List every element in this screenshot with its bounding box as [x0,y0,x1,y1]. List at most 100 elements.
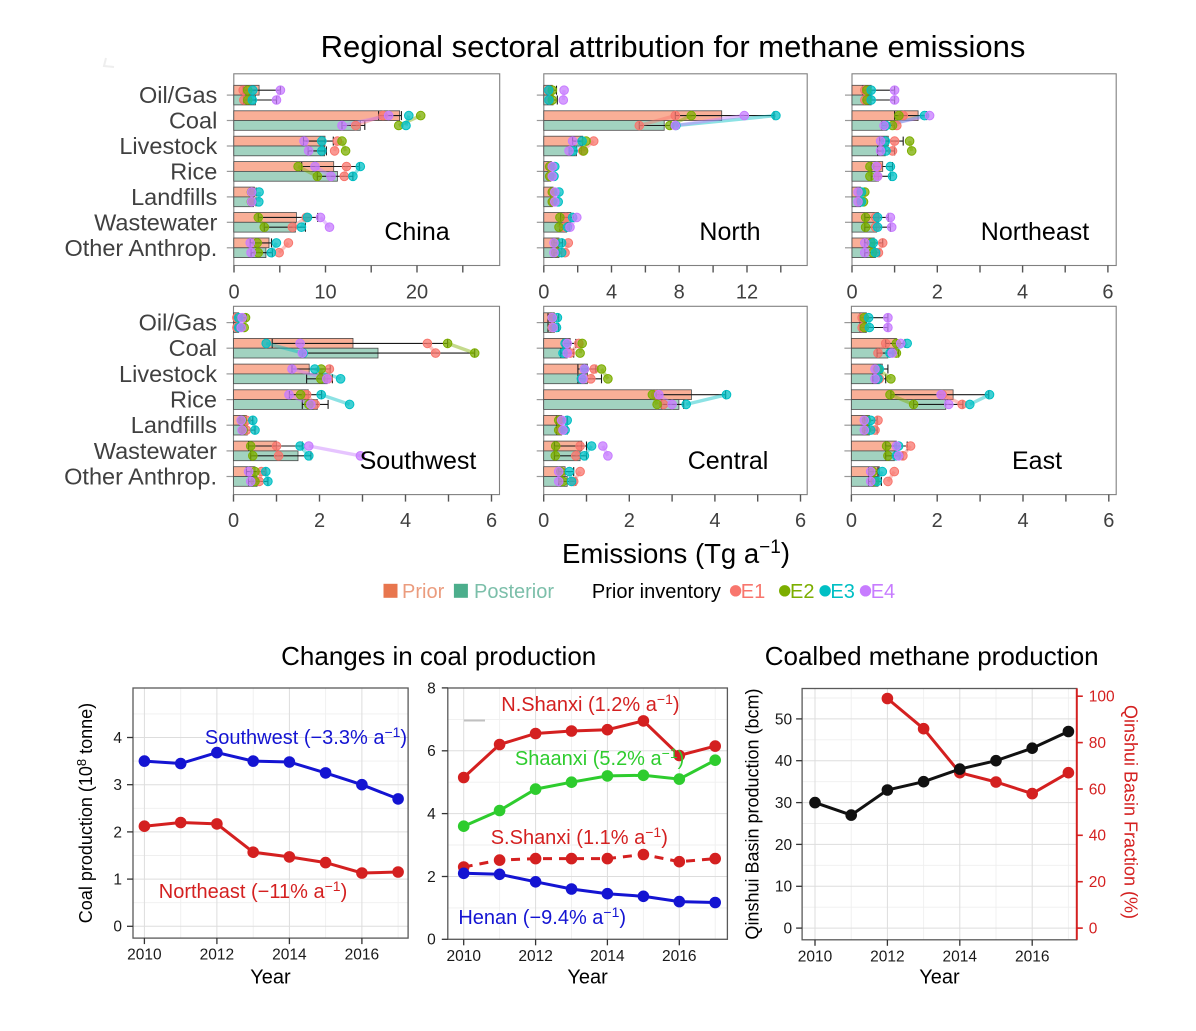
svg-text:20: 20 [1089,874,1107,891]
svg-text:Wastewater: Wastewater [94,438,217,464]
svg-text:30: 30 [775,795,793,812]
svg-text:2: 2 [932,282,943,304]
svg-text:E2: E2 [790,581,814,603]
svg-text:2014: 2014 [272,947,307,964]
svg-text:2014: 2014 [590,948,625,965]
svg-text:0: 0 [228,282,239,304]
svg-text:6: 6 [427,743,436,760]
svg-text:4: 4 [113,730,122,747]
svg-text:2: 2 [314,510,325,532]
svg-text:50: 50 [775,711,793,728]
svg-text:Coal: Coal [169,108,217,134]
svg-text:0: 0 [538,282,549,304]
svg-text:12: 12 [736,282,758,304]
svg-text:20: 20 [406,282,428,304]
svg-text:Coalbed methane production: Coalbed methane production [765,641,1099,671]
svg-text:4: 4 [1017,282,1028,304]
svg-text:60: 60 [1089,781,1107,798]
svg-text:Northeast: Northeast [981,218,1089,246]
svg-text:8: 8 [674,282,685,304]
svg-text:E4: E4 [871,581,895,603]
svg-text:2010: 2010 [127,947,162,964]
svg-text:Qinshui Basin Fraction (%): Qinshui Basin Fraction (%) [1121,705,1141,919]
svg-text:0: 0 [1089,921,1098,938]
svg-text:Livestock: Livestock [119,361,217,387]
svg-text:N.Shanxi (1.2% a−1): N.Shanxi (1.2% a−1) [501,691,679,716]
svg-text:2016: 2016 [345,947,379,964]
svg-text:8: 8 [427,680,436,697]
svg-text:2014: 2014 [943,948,978,965]
svg-text:1: 1 [113,872,122,889]
svg-text:2: 2 [427,869,436,886]
svg-text:China: China [384,218,449,246]
svg-text:4: 4 [709,510,720,532]
svg-text:0: 0 [538,510,549,532]
svg-text:10: 10 [775,879,793,896]
svg-text:40: 40 [1089,828,1107,845]
svg-text:Southwest (−3.3% a−1): Southwest (−3.3% a−1) [205,724,407,749]
svg-text:Changes in coal production: Changes in coal production [281,641,596,671]
svg-text:Posterior: Posterior [474,581,554,603]
svg-text:Emissions (Tg a−1): Emissions (Tg a−1) [562,537,790,569]
svg-text:4: 4 [1017,510,1028,532]
svg-text:20: 20 [775,837,793,854]
svg-text:2012: 2012 [870,948,904,965]
svg-text:East: East [1012,447,1062,475]
svg-text:Year: Year [567,967,608,989]
svg-text:6: 6 [1103,510,1114,532]
svg-text:Regional sectoral attribution: Regional sectoral attribution for methan… [321,29,1026,64]
svg-text:Year: Year [919,967,960,989]
svg-text:2: 2 [113,824,122,841]
svg-text:E3: E3 [830,581,854,603]
svg-text:E1: E1 [741,581,765,603]
svg-text:Prior inventory: Prior inventory [592,581,721,603]
svg-text:4: 4 [606,282,617,304]
svg-text:100: 100 [1089,689,1115,706]
svg-text:North: North [699,218,760,246]
svg-text:Southwest: Southwest [360,447,477,475]
svg-text:0: 0 [846,510,857,532]
svg-text:S.Shanxi (1.1% a−1): S.Shanxi (1.1% a−1) [491,824,668,849]
svg-text:Year: Year [250,967,291,989]
svg-text:0: 0 [783,921,792,938]
svg-text:Rice: Rice [170,387,217,413]
svg-text:Shaanxi (5.2% a−1): Shaanxi (5.2% a−1) [515,745,684,770]
svg-text:2012: 2012 [518,948,552,965]
svg-text:3: 3 [113,777,122,794]
svg-text:2012: 2012 [200,947,234,964]
svg-text:Landfills: Landfills [131,412,217,438]
svg-text:Coal: Coal [169,335,217,361]
svg-text:Central: Central [688,447,769,475]
svg-text:Other Anthrop.: Other Anthrop. [64,235,217,261]
svg-text:0: 0 [846,282,857,304]
svg-text:Henan (−9.4% a−1): Henan (−9.4% a−1) [458,904,626,929]
svg-text:2: 2 [624,510,635,532]
svg-text:10: 10 [314,282,336,304]
svg-text:80: 80 [1089,735,1107,752]
svg-text:Rice: Rice [170,158,217,184]
svg-text:4: 4 [427,806,436,823]
svg-text:Qinshui Basin production (bcm): Qinshui Basin production (bcm) [743,688,763,939]
svg-text:4: 4 [400,510,411,532]
svg-text:Landfills: Landfills [131,184,217,210]
svg-text:0: 0 [113,919,122,936]
svg-text:0: 0 [228,510,239,532]
svg-text:2016: 2016 [662,948,696,965]
svg-text:2: 2 [932,510,943,532]
svg-text:2010: 2010 [446,948,481,965]
svg-text:Coal production (108 tonne): Coal production (108 tonne) [74,703,96,923]
svg-text:Prior: Prior [402,581,445,603]
svg-text:Northeast (−11% a−1): Northeast (−11% a−1) [159,878,347,903]
svg-text:6: 6 [486,510,497,532]
svg-text:Oil/Gas: Oil/Gas [139,310,217,336]
svg-text:6: 6 [795,510,806,532]
svg-text:Livestock: Livestock [119,133,217,159]
svg-text:6: 6 [1102,282,1113,304]
svg-text:40: 40 [775,753,793,770]
svg-text:Other Anthrop.: Other Anthrop. [64,464,217,490]
svg-text:0: 0 [427,932,436,949]
svg-text:2016: 2016 [1015,948,1049,965]
svg-text:2010: 2010 [798,948,833,965]
svg-text:Oil/Gas: Oil/Gas [139,82,217,108]
svg-text:Wastewater: Wastewater [94,209,217,235]
